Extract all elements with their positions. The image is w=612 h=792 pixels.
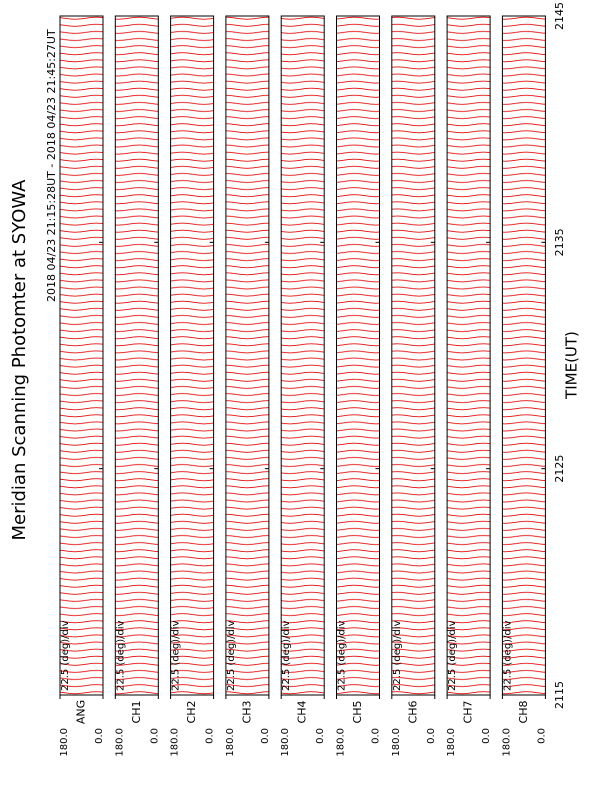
y-tick-label: 0.0 (426, 728, 437, 744)
panel-label: CH4 (296, 701, 309, 724)
panel-label: CH1 (130, 701, 143, 724)
y-tick-label: 0.0 (481, 728, 492, 744)
panel-frame (225, 15, 270, 696)
x-tick-label: 2125 (553, 455, 566, 483)
panel-traces (281, 16, 325, 695)
y-tick-label: 180.0 (225, 728, 236, 757)
y-tick-label: 180.0 (170, 728, 181, 757)
y-tick-label: 0.0 (315, 728, 326, 744)
panel-traces (60, 16, 103, 695)
chart-subtitle: 2018 04/23 21:15:28UT - 2018 04/23 21:45… (45, 29, 58, 302)
y-tick-label: 180.0 (336, 728, 347, 757)
y-tick-label: 0.0 (371, 728, 382, 744)
scale-label: 22.5 (deg)/div (502, 620, 513, 691)
panel-traces (336, 16, 380, 695)
panel-label: CH2 (185, 701, 198, 724)
panel-frame (391, 15, 436, 696)
scale-label: 22.5 (deg)/div (392, 620, 403, 691)
scale-label: 22.5 (deg)/div (337, 620, 348, 691)
panel-label: CH7 (462, 701, 475, 724)
panel-label: CH8 (517, 701, 530, 724)
panel-label: ANG (75, 700, 88, 724)
panel-label: CH5 (351, 701, 364, 724)
y-tick-label: 180.0 (280, 728, 291, 757)
panel-frame (114, 15, 159, 696)
x-tick-label: 2145 (553, 2, 566, 30)
scale-label: 22.5 (deg)/div (447, 620, 458, 691)
x-axis-label: TIME(UT) (563, 331, 581, 400)
panel-label: CH6 (406, 701, 419, 724)
y-tick-label: 180.0 (446, 728, 457, 757)
panel-traces (391, 16, 435, 695)
panel-frame (501, 15, 546, 696)
panel-frame (170, 15, 215, 696)
x-tick-label: 2115 (553, 681, 566, 709)
panel-label: CH3 (240, 701, 253, 724)
panel-traces (447, 16, 491, 695)
scale-label: 22.5 (deg)/div (171, 620, 182, 691)
panel-frame (59, 15, 104, 696)
panel-traces (115, 16, 159, 695)
panel-frame (336, 15, 380, 696)
panel-frame (446, 15, 491, 696)
y-tick-label: 0.0 (260, 728, 271, 744)
y-tick-label: 180.0 (391, 728, 402, 757)
scale-label: 22.5 (deg)/div (60, 620, 71, 691)
y-tick-label: 180.0 (114, 728, 125, 757)
panel-traces (170, 16, 214, 695)
y-tick-label: 180.0 (501, 728, 512, 757)
scale-label: 22.5 (deg)/div (226, 620, 237, 691)
panel-traces (225, 16, 269, 695)
y-tick-label: 0.0 (149, 728, 160, 744)
y-tick-label: 180.0 (59, 728, 70, 757)
x-tick-label: 2135 (553, 228, 566, 256)
y-tick-label: 0.0 (205, 728, 216, 744)
scale-label: 22.5 (deg)/div (115, 620, 126, 691)
panel-frame (280, 15, 325, 696)
y-tick-label: 0.0 (94, 728, 105, 744)
panel-traces (502, 16, 546, 695)
scale-label: 22.5 (deg)/div (281, 620, 292, 691)
chart-title: Meridian Scanning Photomter at SYOWA (9, 179, 30, 541)
y-tick-label: 0.0 (536, 728, 547, 744)
